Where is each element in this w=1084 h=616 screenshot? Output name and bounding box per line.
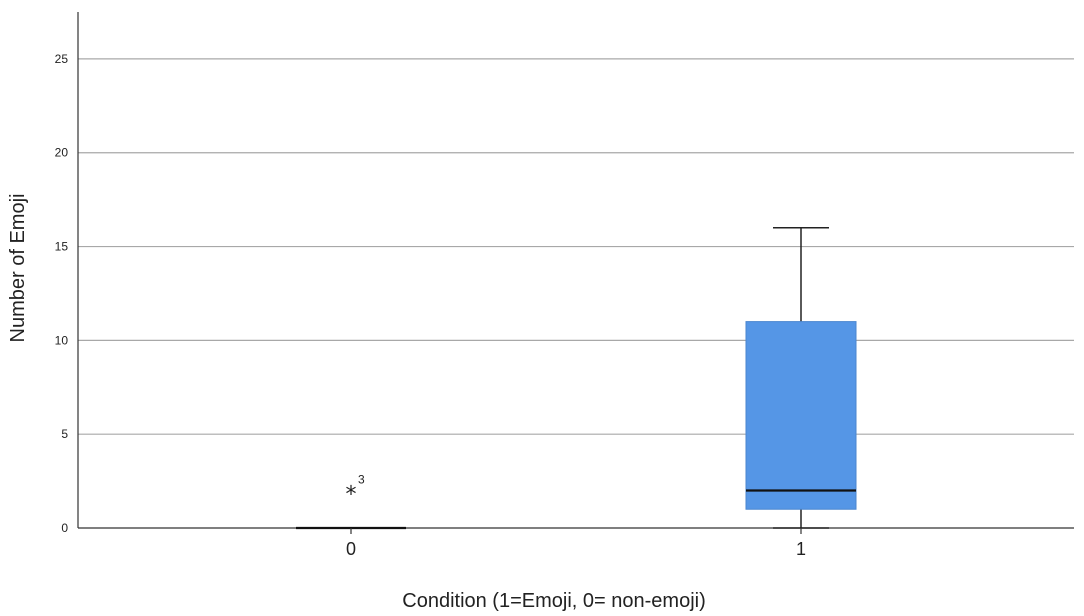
box-1 xyxy=(745,321,857,510)
box-group-1 xyxy=(745,227,857,529)
y-tick-label-20: 20 xyxy=(55,146,69,160)
axes xyxy=(77,12,1074,529)
y-tick-label-0: 0 xyxy=(61,521,68,535)
box-group-0: *3 xyxy=(296,472,406,530)
y-tick-labels: 0 5 10 15 20 25 xyxy=(55,52,69,535)
x-tick-label-1: 1 xyxy=(796,539,806,559)
outlier-marker-0-0: * xyxy=(346,482,357,507)
outlier-label-0-0: 3 xyxy=(358,472,365,486)
y-tick-label-10: 10 xyxy=(55,333,69,347)
y-axis-title: Number of Emoji xyxy=(7,194,29,343)
y-tick-label-25: 25 xyxy=(55,52,69,66)
boxes: *3 xyxy=(296,227,857,530)
y-tick-label-5: 5 xyxy=(61,427,68,441)
x-axis-title: Condition (1=Emoji, 0= non-emoji) xyxy=(402,590,706,612)
y-tick-label-15: 15 xyxy=(55,240,69,254)
gridlines xyxy=(78,58,1074,435)
x-tick-label-0: 0 xyxy=(346,539,356,559)
